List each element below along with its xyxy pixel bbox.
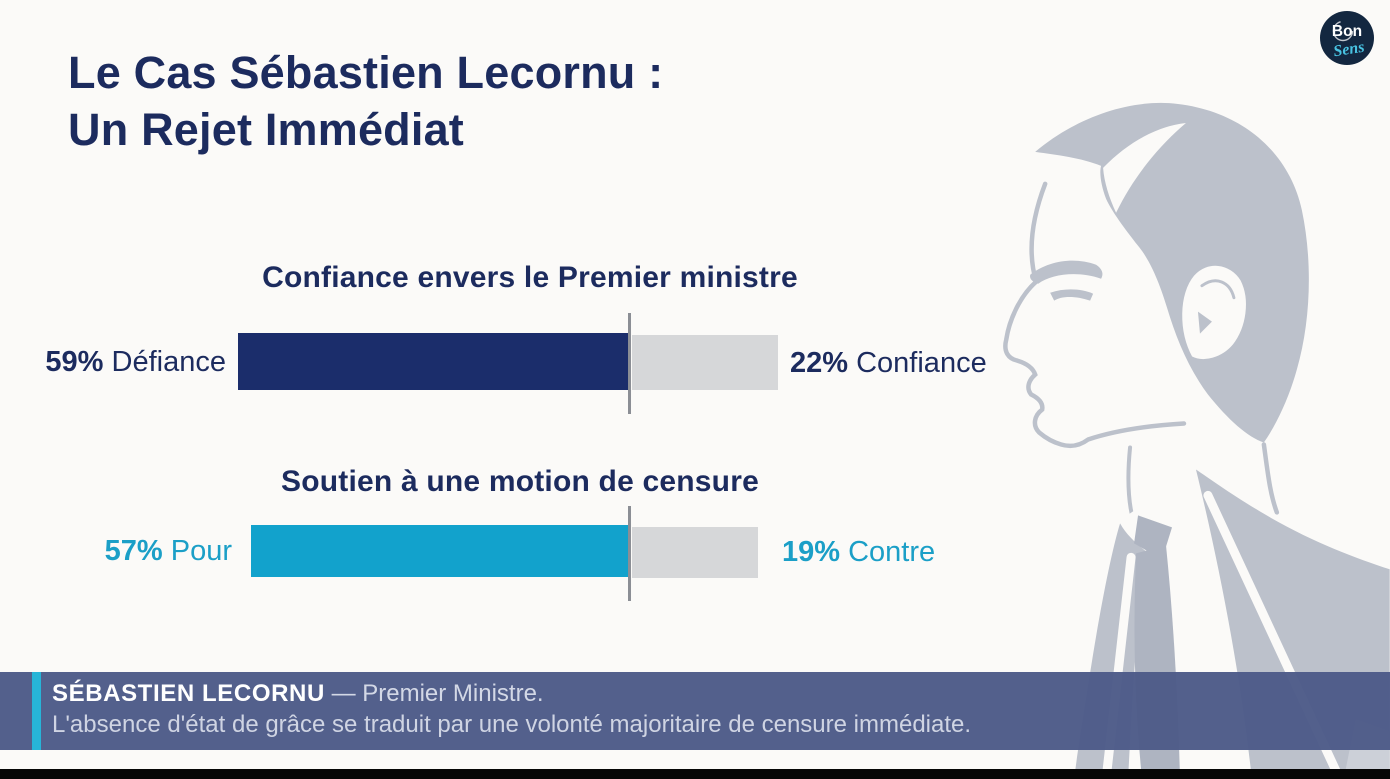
page-title-line2: Un Rejet Immédiat bbox=[68, 104, 464, 156]
chart-title-confiance: Confiance envers le Premier ministre bbox=[262, 261, 798, 294]
bar-pour bbox=[251, 525, 630, 577]
silhouette-ear-tragus bbox=[1197, 311, 1212, 334]
footer-text: SÉBASTIEN LECORNU — Premier Ministre. L'… bbox=[52, 679, 971, 740]
label-confiance-name: Confiance bbox=[856, 347, 987, 379]
bar-contre bbox=[632, 527, 758, 578]
label-pour: 57% Pour bbox=[0, 534, 232, 568]
label-contre-value: 19% bbox=[782, 536, 841, 568]
bar-defiance bbox=[238, 333, 630, 390]
bar-confiance bbox=[632, 335, 778, 390]
label-defiance: 59% Défiance bbox=[0, 345, 226, 379]
footer-description: L'absence d'état de grâce se traduit par… bbox=[52, 711, 972, 738]
chart1-center-divider bbox=[628, 313, 631, 414]
logo-text-top: Bon bbox=[1332, 23, 1362, 40]
bottom-letterbox-strip bbox=[0, 769, 1390, 779]
silhouette-eye bbox=[1050, 289, 1094, 301]
label-confiance-value: 22% bbox=[790, 347, 849, 379]
label-confiance: 22% Confiance bbox=[790, 346, 987, 380]
silhouette-hairline-notch bbox=[1103, 122, 1186, 213]
label-contre-name: Contre bbox=[848, 536, 936, 568]
page-title: Le Cas Sébastien Lecornu : Un Rejet Immé… bbox=[68, 44, 663, 158]
silhouette-ear-helix bbox=[1200, 279, 1236, 300]
bonsens-logo: Bon Sens bbox=[1318, 9, 1376, 67]
logo-swirl-icon bbox=[1332, 20, 1354, 42]
chart2-center-divider bbox=[628, 506, 631, 601]
footer-line1: SÉBASTIEN LECORNU — Premier Ministre. bbox=[52, 679, 971, 709]
silhouette-eyebrow bbox=[1030, 260, 1103, 284]
logo-circle bbox=[1320, 11, 1374, 65]
footer-person-role: — Premier Ministre. bbox=[331, 680, 544, 707]
footer-person-name: SÉBASTIEN LECORNU bbox=[52, 680, 325, 707]
label-defiance-name: Défiance bbox=[111, 346, 226, 378]
label-contre: 19% Contre bbox=[782, 535, 935, 569]
chart-title-censure: Soutien à une motion de censure bbox=[281, 465, 759, 498]
silhouette-neck-back bbox=[1261, 442, 1280, 515]
page-title-line1: Le Cas Sébastien Lecornu : bbox=[68, 47, 664, 98]
footer-banner: SÉBASTIEN LECORNU — Premier Ministre. L'… bbox=[0, 672, 1390, 750]
silhouette-hair bbox=[1035, 102, 1309, 443]
label-pour-name: Pour bbox=[170, 535, 232, 567]
footer-accent-stripe bbox=[32, 672, 41, 750]
label-pour-value: 57% bbox=[104, 535, 163, 567]
logo-text-bottom: Sens bbox=[1332, 39, 1365, 61]
label-defiance-value: 59% bbox=[45, 346, 104, 378]
silhouette-face-contour bbox=[1003, 181, 1187, 449]
bonsens-logo-icon: Bon Sens bbox=[1320, 11, 1374, 65]
